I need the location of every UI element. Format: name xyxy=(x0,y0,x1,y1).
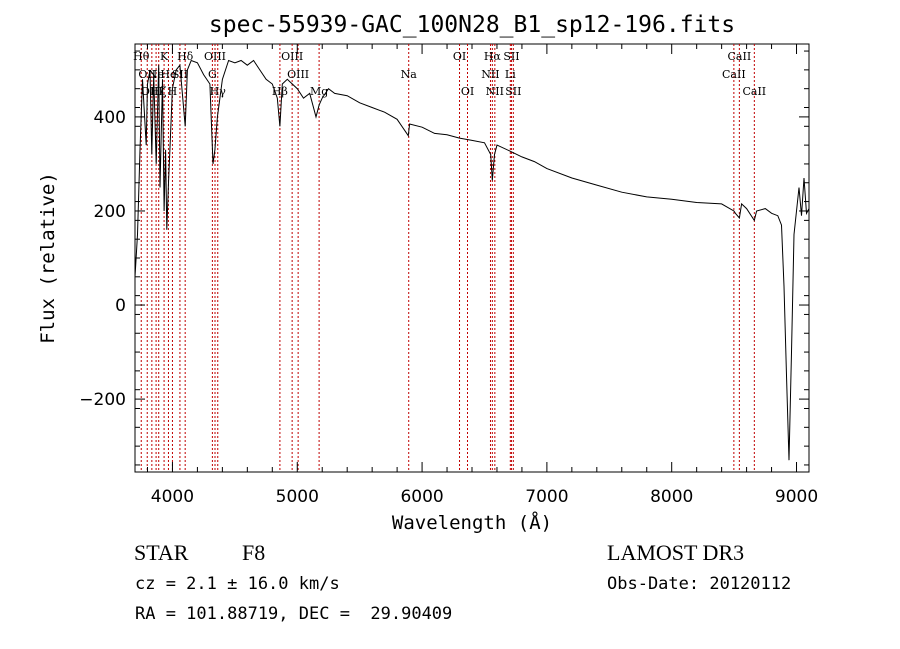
line-label-27: CaII xyxy=(728,50,752,63)
y-tick-label-2: 200 xyxy=(94,202,126,222)
line-label-16: Mg xyxy=(310,85,328,98)
line-label-5: K xyxy=(160,50,169,63)
line-label-17: Na xyxy=(401,68,418,81)
line-label-20: NII xyxy=(481,68,499,81)
redshift-readout: cz = 2.1 ± 16.0 km/s xyxy=(135,574,340,594)
line-label-24: SII xyxy=(503,50,519,63)
object-class: STAR xyxy=(134,540,189,565)
coordinates-readout: RA = 101.88719, DEC = 29.90409 xyxy=(135,604,453,624)
line-label-0: Hθ xyxy=(133,50,150,63)
line-label-28: CaII xyxy=(742,85,766,98)
line-label-14: OIII xyxy=(281,50,303,63)
line-label-10: G xyxy=(208,68,217,81)
chart-title: spec-55939-GAC_100N28_B1_sp12-196.fits xyxy=(209,12,735,38)
object-subclass: F8 xyxy=(242,540,266,565)
line-label-25: SII xyxy=(505,85,521,98)
line-label-13: Hβ xyxy=(272,85,288,98)
y-axis-ticks: −200 0 200 400 xyxy=(79,50,809,466)
obs-date: Obs-Date: 20120112 xyxy=(607,574,792,594)
survey-label: LAMOST DR3 xyxy=(607,540,745,565)
line-label-23: Li xyxy=(505,68,516,81)
x-tick-label-1: 5000 xyxy=(276,487,319,507)
spectral-line-markers xyxy=(140,44,755,472)
line-label-19: OI xyxy=(461,85,474,98)
line-label-15: OIII xyxy=(287,68,309,81)
line-label-3: Ne xyxy=(148,68,164,81)
line-label-2: OIII xyxy=(141,85,163,98)
x-tick-label-5: 9000 xyxy=(775,487,818,507)
line-label-22: NII xyxy=(486,85,504,98)
line-label-12: Hγ xyxy=(210,85,227,98)
line-label-1: OII xyxy=(138,68,156,81)
x-axis-label: Wavelength (Å) xyxy=(392,511,552,534)
x-tick-label-4: 8000 xyxy=(650,487,693,507)
y-tick-label-3: 400 xyxy=(94,108,126,128)
line-label-6: He xyxy=(160,68,176,81)
x-tick-label-3: 7000 xyxy=(525,487,568,507)
y-tick-label-0: −200 xyxy=(79,390,126,410)
plot-frame xyxy=(134,43,810,473)
line-label-18: OI xyxy=(453,50,466,63)
line-label-9: Hδ xyxy=(177,50,194,63)
y-axis-label: Flux (relative) xyxy=(37,172,59,344)
line-label-21: Hα xyxy=(484,50,502,63)
line-label-26: CaII xyxy=(722,68,746,81)
line-label-11: OIII xyxy=(204,50,226,63)
x-tick-label-0: 4000 xyxy=(151,487,194,507)
y-tick-label-1: 0 xyxy=(115,296,126,316)
x-axis-ticks: 4000 5000 6000 7000 8000 9000 xyxy=(146,44,818,507)
x-tick-label-2: 6000 xyxy=(400,487,443,507)
flux-series-line xyxy=(134,59,810,461)
